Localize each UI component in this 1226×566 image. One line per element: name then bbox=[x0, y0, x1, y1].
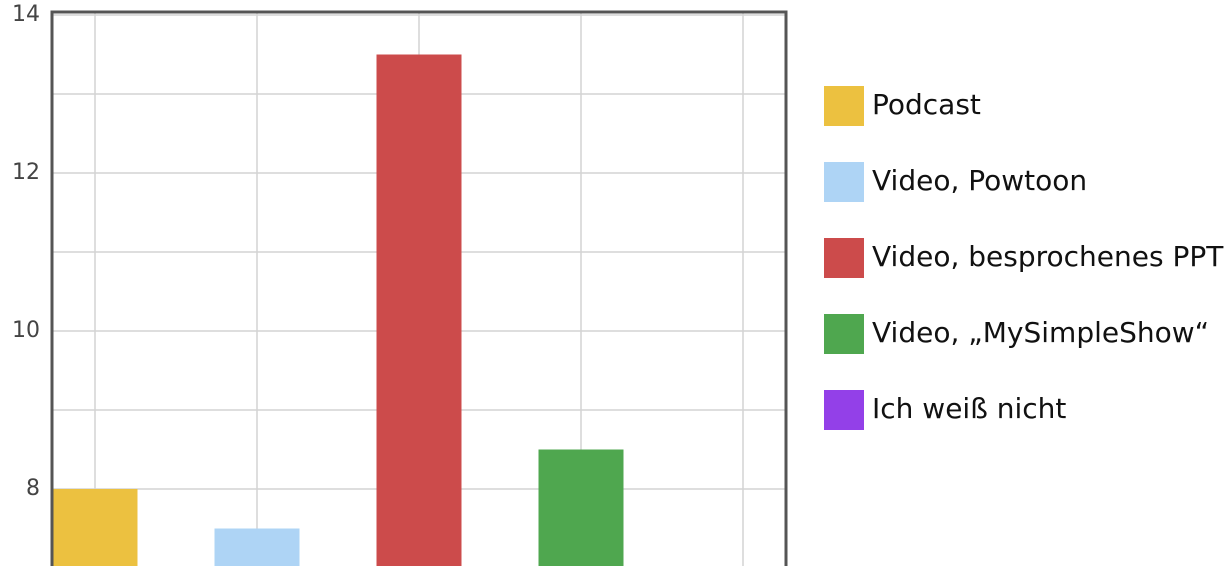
legend-swatch bbox=[824, 238, 864, 278]
bar bbox=[538, 449, 624, 566]
legend-item: Video, „MySimpleShow“ bbox=[824, 312, 1222, 358]
y-tick-label: 12 bbox=[12, 160, 40, 185]
legend-label: Video, Powtoon bbox=[872, 164, 1088, 197]
legend-label: Video, besprochenes PPT bbox=[872, 240, 1224, 273]
bar bbox=[52, 489, 138, 566]
legend-swatch bbox=[824, 390, 864, 430]
bar bbox=[214, 528, 300, 566]
legend-item: Video, Powtoon bbox=[824, 160, 1222, 206]
legend-label: Podcast bbox=[872, 88, 981, 121]
y-tick-label: 14 bbox=[12, 2, 40, 27]
bars bbox=[52, 54, 624, 566]
chart: 8 10 12 14 bbox=[12, 2, 788, 566]
legend-swatch bbox=[824, 86, 864, 126]
legend-label: Ich weiß nicht bbox=[872, 392, 1067, 425]
y-tick-label: 8 bbox=[26, 476, 40, 501]
legend-item: Video, besprochenes PPT bbox=[824, 236, 1223, 282]
legend-item: Podcast bbox=[824, 84, 1222, 130]
legend-label: Video, „MySimpleShow“ bbox=[872, 316, 1210, 349]
legend-swatch bbox=[824, 162, 864, 202]
legend: Podcast Video, Powtoon Video, besprochenes… bbox=[824, 84, 1223, 464]
legend-swatch bbox=[824, 314, 864, 354]
legend-item: Ich weiß nicht bbox=[824, 388, 1222, 434]
bar bbox=[376, 54, 462, 566]
y-tick-label: 10 bbox=[12, 318, 40, 343]
plot-frame bbox=[50, 10, 788, 566]
